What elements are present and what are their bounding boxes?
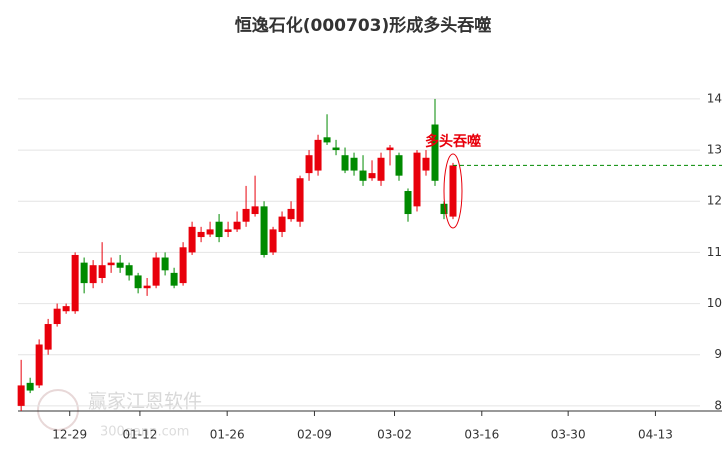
candle-body: [107, 262, 115, 266]
y-tick-label: 8: [714, 398, 722, 412]
candle-body: [80, 262, 88, 284]
candle-body: [242, 208, 250, 222]
watermark-logo: [37, 389, 79, 431]
candle-body: [125, 265, 133, 276]
candle-body: [413, 152, 421, 207]
candle-body: [440, 203, 448, 215]
candle-body: [71, 254, 79, 312]
candle-body: [260, 206, 268, 255]
candle-body: [233, 221, 241, 230]
candle-body: [431, 124, 439, 181]
candle-body: [197, 231, 205, 238]
candle-body: [314, 139, 322, 171]
x-tick-label: 03-30: [551, 428, 586, 442]
candle-body: [350, 157, 358, 171]
candle-body: [251, 206, 259, 215]
watermark: 赢家江恩软件: [88, 391, 202, 413]
x-tick-label: 03-02: [377, 428, 412, 442]
candle-body: [116, 262, 124, 268]
candle-body: [44, 324, 52, 350]
y-tick-label: 12: [707, 194, 722, 208]
y-tick-label: 14: [707, 91, 722, 105]
candle-body: [332, 147, 340, 151]
y-tick-label: 13: [707, 143, 722, 157]
x-tick-label: 12-29: [52, 428, 87, 442]
candle-body: [296, 178, 304, 222]
candle-body: [179, 247, 187, 284]
candle-body: [278, 216, 286, 232]
candle-body: [449, 165, 457, 217]
x-tick-label: 01-12: [122, 428, 157, 442]
candle-body: [224, 229, 232, 232]
y-tick-label: 10: [707, 296, 722, 310]
highlight-ellipse: [443, 153, 463, 229]
candle-body: [404, 191, 412, 215]
candle-body: [359, 170, 367, 181]
candle-body: [134, 275, 142, 289]
x-tick-label: 04-13: [638, 428, 673, 442]
candle-body: [305, 155, 313, 174]
candle-body: [62, 306, 70, 312]
candle-body: [395, 155, 403, 176]
x-tick-label: 02-09: [297, 428, 332, 442]
candle-body: [188, 226, 196, 253]
x-tick-label: 03-16: [464, 428, 499, 442]
candle-body: [206, 229, 214, 235]
candle-body: [287, 208, 295, 220]
candle-body: [170, 272, 178, 286]
candle-body: [422, 157, 430, 171]
chart-title: 恒逸石化(000703)形成多头吞噬: [235, 15, 492, 36]
candle-body: [269, 229, 277, 253]
candle-body: [89, 265, 97, 284]
annotation: 多头吞噬: [425, 133, 481, 150]
candle-body: [161, 257, 169, 271]
candle-body: [368, 173, 376, 179]
x-tick-label: 01-26: [210, 428, 245, 442]
candle-body: [98, 265, 106, 278]
y-tick-label: 11: [707, 245, 722, 259]
watermark: 300gann.com: [100, 425, 189, 440]
candle-body: [323, 137, 331, 143]
candle-body: [386, 147, 394, 151]
candle-body: [17, 385, 25, 406]
candle-body: [377, 157, 385, 181]
candle-body: [26, 382, 34, 391]
candle-body: [143, 285, 151, 289]
candle-body: [53, 308, 61, 325]
y-tick-label: 9: [714, 347, 722, 361]
candle-body: [152, 257, 160, 286]
candle-body: [341, 155, 349, 171]
candle-body: [35, 344, 43, 386]
candle-body: [215, 221, 223, 238]
